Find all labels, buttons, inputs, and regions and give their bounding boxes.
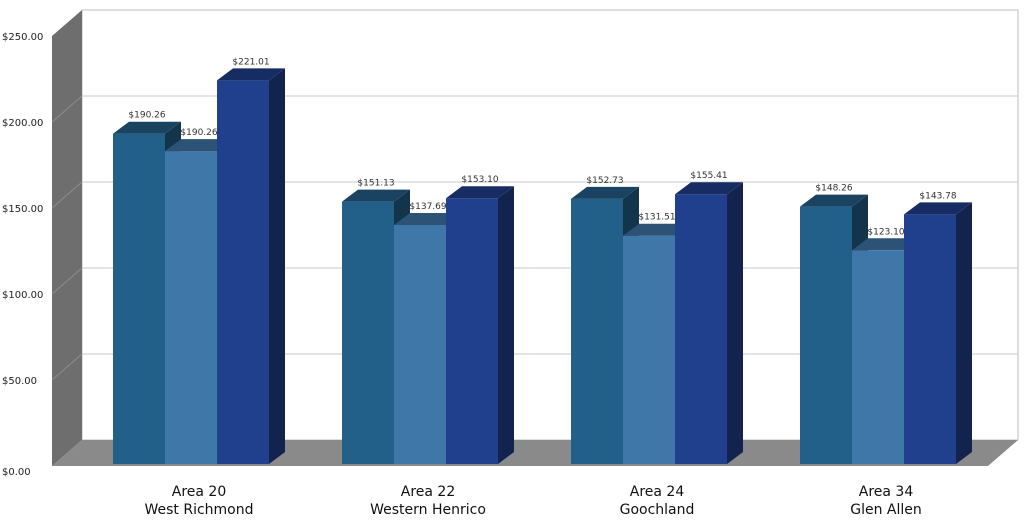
bars: [113, 68, 972, 465]
y-tick-label: $0.00: [2, 467, 31, 478]
bar-top: [394, 212, 462, 225]
bar-top: [800, 194, 868, 207]
gridline-side: [51, 353, 83, 381]
bar: [675, 194, 727, 464]
bar-top: [623, 223, 691, 236]
bar: [852, 250, 904, 464]
y-tick-label: $200.00: [2, 118, 43, 129]
y-tick-label: $250.00: [2, 32, 43, 43]
gridline-side: [51, 181, 83, 209]
bar-top: [675, 182, 743, 195]
data-label: $123.10: [867, 227, 904, 237]
bar: [394, 224, 446, 464]
data-label: $190.26: [128, 111, 165, 121]
data-labels: $190.26 $190.26 $221.01 $151.13 $137.69 $153.…: [128, 57, 956, 237]
bar: [113, 133, 165, 465]
bar-top: [904, 202, 972, 215]
bar: [904, 214, 956, 464]
bar-side: [498, 186, 514, 465]
y-axis: $0.00 $50.00 $100.00 $150.00 $200.00 $250.00: [2, 32, 43, 478]
data-label: $221.01: [232, 57, 269, 67]
data-label: $148.26: [815, 184, 852, 194]
side-wall: [52, 10, 82, 466]
data-label: $151.13: [357, 179, 394, 189]
bar-top: [852, 238, 920, 251]
x-axis: Area 20 West Richmond Area 22 Western Henri…: [144, 484, 921, 518]
y-tick-label: $50.00: [2, 376, 37, 387]
data-label: $190.26: [180, 128, 217, 138]
data-label: $155.41: [690, 171, 727, 181]
y-tick-label: $150.00: [2, 204, 43, 215]
x-tick-label: Area 34: [859, 484, 914, 500]
y-tick-label: $100.00: [2, 290, 43, 301]
bar: [217, 80, 269, 465]
x-tick-label: West Richmond: [144, 502, 253, 518]
x-tick-label: Area 20: [172, 484, 226, 500]
x-tick-label: Area 24: [630, 484, 685, 500]
data-label: $143.78: [919, 191, 956, 201]
bar-top: [113, 121, 181, 134]
data-label: $152.73: [586, 176, 623, 186]
bar: [446, 198, 498, 465]
bar-side: [956, 202, 972, 464]
bar-top: [446, 186, 514, 199]
bar-side: [727, 182, 743, 464]
bar: [165, 151, 217, 464]
gridline-side: [51, 267, 83, 295]
data-label: $153.10: [461, 175, 498, 185]
x-tick-label: Western Henrico: [370, 502, 486, 518]
x-tick-label: Glen Allen: [850, 502, 922, 518]
bar: [342, 201, 394, 465]
floor: [52, 440, 1018, 466]
bar-top: [571, 186, 639, 199]
bar: [800, 206, 852, 464]
gridline-side: [51, 95, 83, 123]
bar: [623, 235, 675, 464]
bar-side: [269, 68, 285, 465]
x-tick-label: Goochland: [620, 502, 695, 518]
bar: [571, 198, 623, 464]
data-label: $131.51: [638, 213, 675, 223]
bar-top: [342, 189, 410, 202]
data-label: $137.69: [409, 202, 446, 212]
bar-top: [165, 139, 233, 152]
bar-top: [217, 68, 285, 81]
x-tick-label: Area 22: [401, 484, 455, 500]
